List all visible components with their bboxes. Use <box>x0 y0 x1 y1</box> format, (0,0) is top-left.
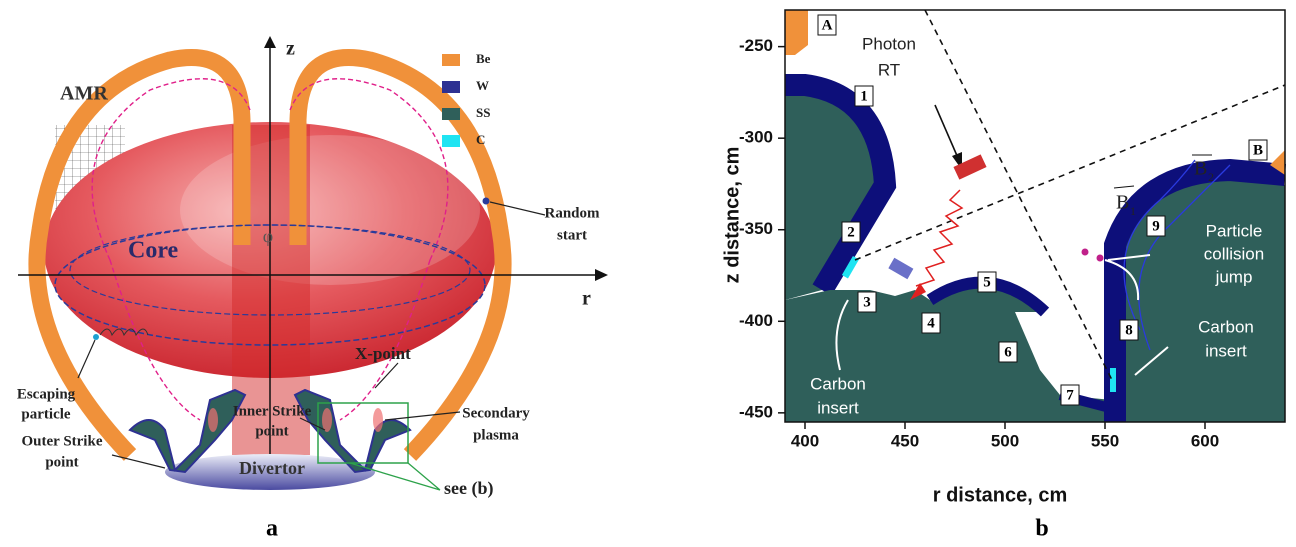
panel-a: Be W SS C z r φ AMR Core Random start Escap… <box>17 36 608 542</box>
x-tick-label: 450 <box>891 431 919 450</box>
annotation: Photon <box>862 34 916 53</box>
segment-label: 6 <box>1004 344 1012 360</box>
secondary-plasma <box>373 408 383 432</box>
legend-label: W <box>476 78 489 93</box>
x-tick-label: 550 <box>1091 431 1119 450</box>
panel-label: b <box>1035 516 1048 542</box>
annotation: Random <box>544 205 600 221</box>
annotation: plasma <box>473 427 519 443</box>
y-tick-label: -250 <box>739 36 773 55</box>
legend-label: C <box>476 132 485 147</box>
y-tick-label: -400 <box>739 311 773 330</box>
segment-label: 5 <box>983 274 991 290</box>
annotation: collision <box>1204 244 1264 263</box>
legend-label: Be <box>476 51 491 66</box>
y-tick-label: -450 <box>739 402 773 421</box>
annotation: see (b) <box>444 478 493 499</box>
segment-label: 8 <box>1125 322 1133 338</box>
annotation: AMR <box>60 83 108 105</box>
segment-label: 3 <box>863 294 871 310</box>
segment-label: 9 <box>1152 218 1160 234</box>
x-axis-label: r distance, cm <box>933 484 1068 506</box>
segment-label: 7 <box>1066 387 1074 403</box>
particle <box>1082 249 1089 256</box>
annotation: point <box>45 454 78 470</box>
annotation: B <box>1194 158 1207 180</box>
particle <box>1097 255 1104 262</box>
annotation: Inner Strike <box>233 403 312 419</box>
annotation: point <box>255 423 288 439</box>
legend-swatch <box>442 54 460 66</box>
segment-label: 4 <box>927 315 935 331</box>
segment-label: 1 <box>860 88 868 104</box>
figure: Be W SS C z r φ AMR Core Random start Escap… <box>0 0 1296 547</box>
annotation: Secondary <box>462 405 530 421</box>
core-highlight <box>180 135 480 285</box>
axis-label: z <box>286 38 295 60</box>
segment-label: B <box>1253 142 1263 158</box>
annotation: 2 <box>1208 170 1214 184</box>
x-tick-label: 400 <box>791 431 819 450</box>
annotation: X-point <box>355 344 411 363</box>
annotation: insert <box>817 398 859 417</box>
panel-b: 400 450 500 550 600 -250 -300 -350 -400 -450 1 2 3 4… <box>721 10 1285 542</box>
annotation: Escaping <box>17 386 76 402</box>
legend-swatch <box>442 108 460 120</box>
legend-swatch <box>442 135 460 147</box>
legend-label: SS <box>476 105 490 120</box>
secondary-plasma <box>208 408 218 432</box>
random-start-point <box>483 198 490 205</box>
annotation: Carbon <box>810 374 866 393</box>
carbon-insert <box>1110 368 1116 392</box>
legend-swatch <box>442 81 460 93</box>
arrowhead <box>264 36 276 48</box>
annotation: RT <box>878 60 900 79</box>
axis-label: φ <box>263 226 273 246</box>
arrowhead <box>595 269 608 281</box>
axis-label: r <box>582 288 591 310</box>
annotation: insert <box>1205 341 1247 360</box>
escaping-point <box>93 334 99 340</box>
panel-label: a <box>266 516 278 542</box>
annotation: B <box>1116 192 1129 214</box>
annotation: start <box>557 227 587 243</box>
y-axis-label: z distance, cm <box>721 147 743 284</box>
annotation: Divertor <box>239 458 305 478</box>
annotation: particle <box>21 406 70 422</box>
secondary-plasma <box>322 408 332 432</box>
annotation: Outer Strike <box>22 433 103 449</box>
segment-label: 2 <box>847 224 855 240</box>
annotation: Core <box>128 238 179 264</box>
y-tick-label: -350 <box>739 219 773 238</box>
annotation: Carbon <box>1198 317 1254 336</box>
annotation: Particle <box>1206 221 1263 240</box>
y-tick-label: -300 <box>739 128 773 147</box>
x-tick-label: 600 <box>1191 431 1219 450</box>
x-tick-label: 500 <box>991 431 1019 450</box>
annotation: jump <box>1215 267 1253 286</box>
annotation: 1 <box>1130 204 1136 218</box>
segment-label: A <box>822 17 833 33</box>
